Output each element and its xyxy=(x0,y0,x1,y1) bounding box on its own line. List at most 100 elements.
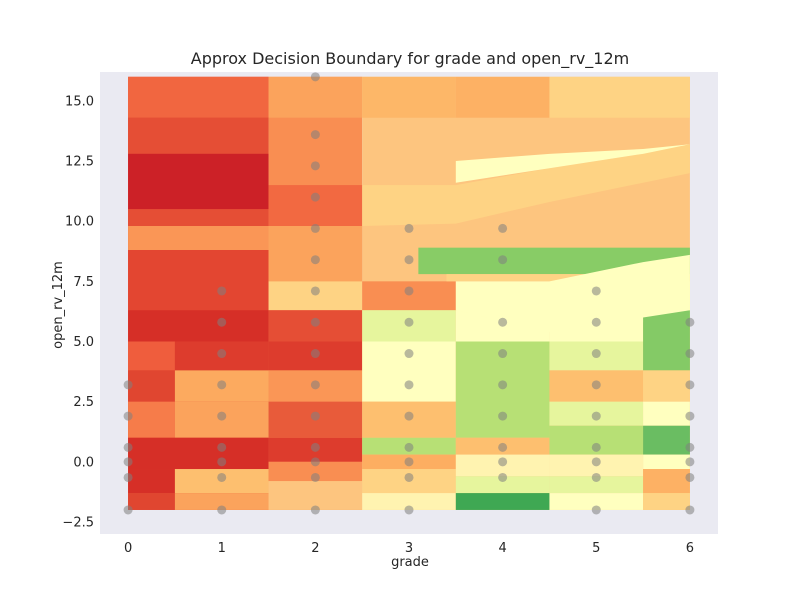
decision-region-11 xyxy=(128,226,269,251)
data-point-16 xyxy=(310,472,320,482)
decision-region-61 xyxy=(643,425,690,455)
data-point-4 xyxy=(123,411,133,421)
data-points xyxy=(123,72,695,515)
decision-region-21 xyxy=(128,469,175,494)
decision-region-56 xyxy=(549,493,644,510)
decision-region-16 xyxy=(128,370,175,402)
data-point-1 xyxy=(123,472,133,482)
data-point-56 xyxy=(591,349,601,359)
data-point-66 xyxy=(685,317,695,327)
decision-region-62 xyxy=(643,454,690,470)
data-point-19 xyxy=(310,411,320,421)
decision-region-27 xyxy=(268,281,363,311)
data-point-57 xyxy=(591,317,601,327)
data-point-35 xyxy=(404,380,414,390)
data-point-41 xyxy=(498,472,508,482)
decision-region-48 xyxy=(455,493,550,510)
data-point-39 xyxy=(404,255,414,265)
decision-region-18 xyxy=(128,401,175,438)
data-point-18 xyxy=(310,442,320,452)
data-point-36 xyxy=(404,349,414,359)
decision-region-64 xyxy=(643,493,690,510)
decision-region-35 xyxy=(362,281,456,311)
decision-region-23 xyxy=(128,493,175,510)
chart-title: Approx Decision Boundary for grade and o… xyxy=(191,49,630,69)
data-point-54 xyxy=(591,411,601,421)
data-point-29 xyxy=(310,72,320,82)
data-point-21 xyxy=(310,349,320,359)
data-point-50 xyxy=(591,505,601,515)
data-point-51 xyxy=(591,472,601,482)
data-point-38 xyxy=(404,286,414,296)
data-point-60 xyxy=(685,472,695,482)
y-tick-label-3: 5.0 xyxy=(73,335,94,350)
decision-region-26 xyxy=(268,226,363,282)
data-point-15 xyxy=(310,505,320,515)
x-tick-label-2: 2 xyxy=(311,541,319,556)
y-axis-label: open_rv_12m xyxy=(51,261,66,349)
data-point-49 xyxy=(498,223,508,233)
decision-region-7 xyxy=(549,76,690,118)
data-point-20 xyxy=(310,380,320,390)
data-point-53 xyxy=(591,442,601,452)
data-point-27 xyxy=(310,161,320,171)
decision-region-33 xyxy=(268,461,363,482)
decision-region-13 xyxy=(128,310,269,342)
x-tick-label-1: 1 xyxy=(218,541,226,556)
data-point-12 xyxy=(217,349,227,359)
x-tick-label-6: 6 xyxy=(686,541,694,556)
data-point-46 xyxy=(498,349,508,359)
data-point-48 xyxy=(498,255,508,265)
y-axis-ticks: −2.5 0.0 2.5 5.0 7.5 10.0 12.5 15.0 xyxy=(62,94,94,530)
data-point-62 xyxy=(685,442,695,452)
decision-region-34 xyxy=(268,481,363,510)
data-point-65 xyxy=(685,349,695,359)
x-tick-label-5: 5 xyxy=(592,541,600,556)
data-point-23 xyxy=(310,286,320,296)
decision-region-4 xyxy=(268,76,363,118)
data-point-58 xyxy=(591,286,601,296)
decision-region-42 xyxy=(362,493,456,510)
data-point-13 xyxy=(217,317,227,327)
data-point-44 xyxy=(498,411,508,421)
y-tick-label-0: −2.5 xyxy=(62,515,94,530)
decision-region-14 xyxy=(128,341,175,371)
data-point-0 xyxy=(123,505,133,515)
data-point-24 xyxy=(310,255,320,265)
x-axis-ticks: 0 1 2 3 4 5 6 xyxy=(124,541,694,556)
data-point-14 xyxy=(217,286,227,296)
data-point-43 xyxy=(498,442,508,452)
data-point-33 xyxy=(404,442,414,452)
decision-region-47 xyxy=(455,476,550,494)
data-point-42 xyxy=(498,457,508,467)
decision-region-20 xyxy=(128,437,269,470)
decision-band-2 xyxy=(455,254,690,332)
x-axis-label: grade xyxy=(391,555,429,570)
data-point-61 xyxy=(685,457,695,467)
x-tick-label-3: 3 xyxy=(405,541,413,556)
y-tick-label-2: 2.5 xyxy=(73,395,94,410)
data-point-11 xyxy=(217,380,227,390)
data-point-45 xyxy=(498,380,508,390)
data-point-9 xyxy=(217,442,227,452)
decision-band-0 xyxy=(362,144,690,226)
decision-region-24 xyxy=(174,493,269,510)
y-tick-label-7: 15.0 xyxy=(65,94,94,109)
data-point-34 xyxy=(404,411,414,421)
decision-region-12 xyxy=(128,250,269,311)
decision-region-59 xyxy=(643,370,690,402)
data-point-5 xyxy=(123,380,133,390)
decision-region-9 xyxy=(128,153,269,210)
y-tick-label-4: 7.5 xyxy=(73,275,94,290)
data-point-17 xyxy=(310,457,320,467)
decision-region-3 xyxy=(128,76,269,118)
decision-region-55 xyxy=(549,476,644,494)
y-tick-label-1: 0.0 xyxy=(73,455,94,470)
data-point-32 xyxy=(404,457,414,467)
data-point-2 xyxy=(123,457,133,467)
decision-region-58 xyxy=(643,310,690,371)
data-point-37 xyxy=(404,317,414,327)
data-point-25 xyxy=(310,223,320,233)
